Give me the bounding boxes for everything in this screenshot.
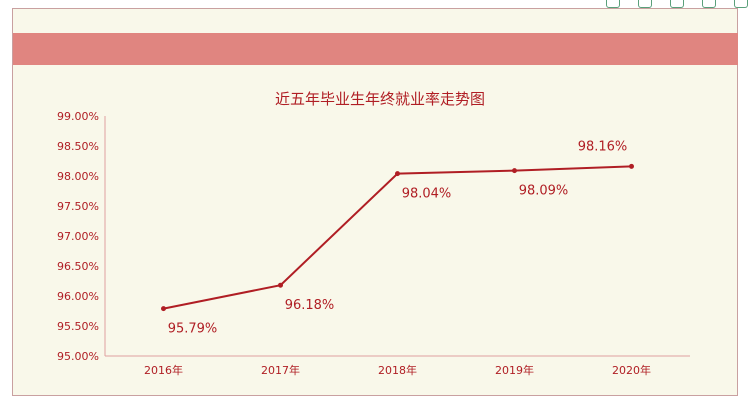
y-tick-label: 96.50% xyxy=(57,260,99,273)
chart-frame xyxy=(12,8,738,396)
y-tick-label: 98.50% xyxy=(57,140,99,153)
data-labels: 95.79% 96.18% 98.04% 98.09% 98.16% xyxy=(168,139,628,336)
chart-title: 近五年毕业生年终就业率走势图 xyxy=(275,90,485,108)
toolbar xyxy=(606,0,748,8)
x-tick-label: 2016年 xyxy=(144,363,183,377)
toolbar-button[interactable] xyxy=(702,0,716,8)
data-points xyxy=(161,163,634,312)
y-tick-label: 95.00% xyxy=(57,350,99,363)
data-label: 98.09% xyxy=(519,184,569,199)
data-point[interactable] xyxy=(161,306,166,312)
y-tick-label: 99.00% xyxy=(57,110,99,123)
data-label: 95.79% xyxy=(168,322,218,337)
data-point[interactable] xyxy=(278,282,283,288)
toolbar-button[interactable] xyxy=(734,0,748,8)
x-axis-ticks: 2016年 2017年 2018年 2019年 2020年 xyxy=(144,363,651,377)
toolbar-button[interactable] xyxy=(638,0,652,8)
data-label: 96.18% xyxy=(285,298,335,313)
data-point[interactable] xyxy=(629,163,634,169)
data-point[interactable] xyxy=(395,171,400,177)
y-tick-label: 97.50% xyxy=(57,200,99,213)
y-tick-label: 95.50% xyxy=(57,320,99,333)
y-axis-ticks: 95.00% 95.50% 96.00% 96.50% 97.00% 97.50% 98.0… xyxy=(57,110,99,363)
data-label: 98.04% xyxy=(402,187,452,202)
data-label: 98.16% xyxy=(578,139,628,154)
y-tick-label: 98.00% xyxy=(57,170,99,183)
x-tick-label: 2020年 xyxy=(612,363,651,377)
y-tick-label: 96.00% xyxy=(57,290,99,303)
data-point[interactable] xyxy=(512,168,517,174)
toolbar-button[interactable] xyxy=(670,0,684,8)
x-tick-label: 2017年 xyxy=(261,363,300,377)
header-banner xyxy=(13,33,738,65)
x-tick-label: 2019年 xyxy=(495,363,534,377)
x-tick-label: 2018年 xyxy=(378,363,417,377)
y-tick-label: 97.00% xyxy=(57,230,99,243)
toolbar-button[interactable] xyxy=(606,0,620,8)
